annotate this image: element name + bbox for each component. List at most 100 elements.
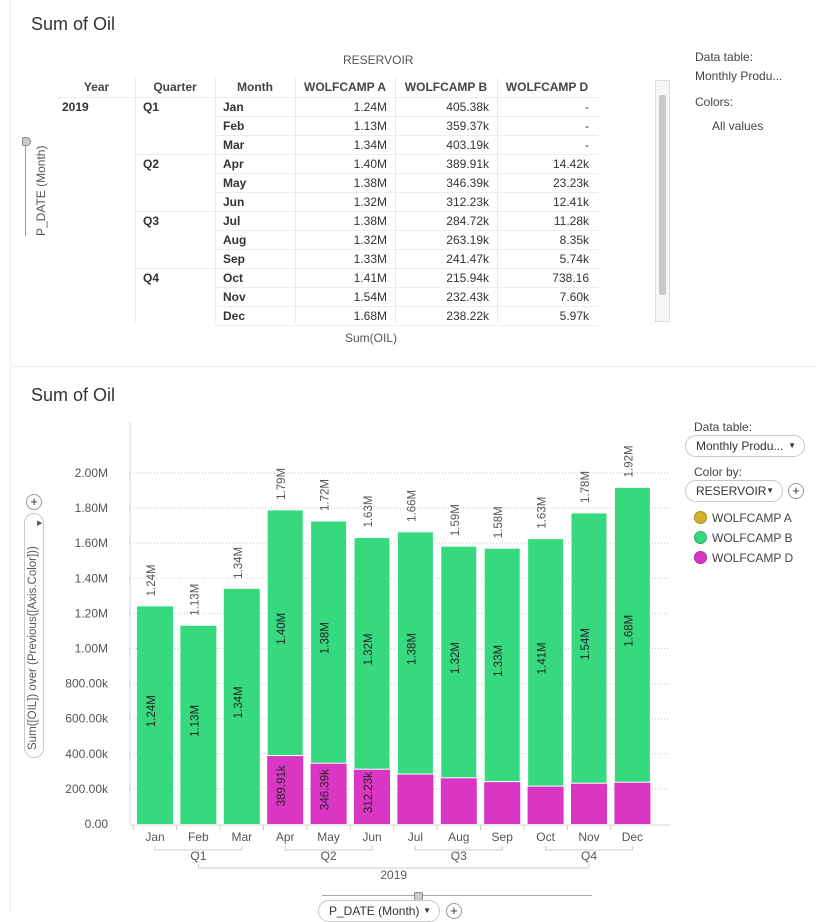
divider: [395, 78, 396, 322]
bar-total-label: 1.78M: [580, 471, 592, 503]
month-cell: Oct: [223, 271, 244, 285]
legend-item-wolfcamp-a[interactable]: WOLFCAMP A: [694, 511, 792, 525]
year-label: 2019: [380, 868, 407, 882]
bar-segment: [353, 537, 391, 770]
scrollbar-thumb[interactable]: [659, 95, 666, 295]
bar-segment-label: 389.91k: [276, 765, 288, 806]
month-cell: Mar: [223, 138, 245, 152]
bar-segment: [180, 625, 217, 824]
table-scrollbar[interactable]: [655, 80, 670, 322]
x-axis-selector[interactable]: P_DATE (Month) ▼: [318, 900, 440, 922]
column-header[interactable]: Quarter: [153, 80, 197, 94]
value-cell: 1.41M: [353, 271, 387, 285]
value-cell: 403.19k: [446, 138, 489, 152]
month-cell: Jan: [223, 100, 244, 114]
quarter-label: Q2: [321, 849, 337, 863]
row-divider: [215, 154, 598, 155]
divider: [215, 78, 216, 322]
quarter-cell: Q4: [143, 271, 160, 285]
chart-data-table-label: Data table:: [694, 420, 753, 434]
bar-segment: [397, 774, 434, 824]
color-by-value: RESERVOIR: [696, 484, 767, 498]
year-cell: 2019: [62, 100, 89, 114]
value-cell: 1.68M: [353, 309, 387, 323]
data-table-dropdown[interactable]: Monthly Produ... ▼: [685, 435, 805, 457]
data-table-value[interactable]: Monthly Produ...: [695, 69, 783, 83]
month-cell: May: [223, 176, 247, 190]
quarter-label: Q3: [451, 849, 467, 863]
add-x-axis-button[interactable]: +: [446, 903, 462, 919]
column-group-header[interactable]: RESERVOIR: [343, 53, 414, 67]
x-axis-selector-value: P_DATE (Month): [329, 904, 420, 918]
legend-label: WOLFCAMP A: [712, 511, 792, 525]
bar-total-label: 1.92M: [623, 445, 635, 477]
column-header[interactable]: WOLFCAMP B: [404, 80, 488, 94]
bar-segment: [614, 782, 651, 824]
panel-border: [10, 0, 11, 914]
value-cell: 1.34M: [353, 138, 387, 152]
data-table-label: Data table:: [695, 50, 754, 64]
colors-value[interactable]: All values: [712, 119, 764, 133]
y-tick-label: 1.40M: [75, 571, 108, 585]
bar-segment: [396, 531, 434, 775]
month-cell: Dec: [223, 309, 246, 323]
row-divider: [215, 173, 598, 174]
add-color-button[interactable]: +: [788, 483, 804, 499]
chevron-down-icon: ▼: [766, 486, 774, 495]
x-tick-label: Aug: [448, 830, 469, 844]
x-tick-label: Oct: [536, 830, 555, 844]
bar-segment: [527, 786, 564, 824]
value-cell: 5.74k: [559, 252, 589, 266]
column-header[interactable]: Month: [237, 80, 273, 94]
panel-divider: [10, 366, 816, 367]
x-tick-label: Jul: [408, 830, 423, 844]
row-axis-slider-handle[interactable]: [22, 137, 31, 146]
bar-segment-label: 1.41M: [537, 642, 549, 674]
bar-segment: [440, 545, 478, 779]
bar-segment-label: 1.68M: [623, 615, 635, 647]
quarter-bracket: [154, 846, 243, 853]
bar-total-label: 1.63M: [363, 496, 375, 528]
bar-segment: [266, 509, 304, 757]
value-cell: 1.13M: [353, 119, 387, 133]
color-by-dropdown[interactable]: RESERVOIR ▼: [685, 480, 783, 502]
bar-segment-label: 346.39k: [320, 769, 332, 810]
quarter-cell: Q1: [143, 100, 160, 114]
quarter-cell: Q2: [143, 157, 160, 171]
bar-segment-label: 1.34M: [233, 686, 245, 718]
bar-segment-label: 1.38M: [320, 622, 332, 654]
divider: [135, 268, 215, 269]
value-cell: 738.16: [552, 271, 589, 285]
bar-segment: [571, 783, 607, 824]
y-tick-label: 1.00M: [75, 642, 108, 656]
row-axis-line: [25, 140, 26, 236]
column-header[interactable]: WOLFCAMP D: [505, 80, 589, 94]
divider: [58, 97, 598, 98]
month-cell: Aug: [223, 233, 247, 247]
divider: [135, 78, 136, 322]
bar-total-label: 1.79M: [276, 468, 288, 500]
bar-segment-label: 1.40M: [276, 613, 288, 645]
table-footer: Sum(OIL): [345, 331, 398, 345]
legend-swatch: [694, 511, 707, 524]
bar-total-label: 1.63M: [537, 497, 549, 529]
x-axis-slider-track[interactable]: [322, 895, 592, 896]
row-divider: [215, 135, 598, 136]
legend-item-wolfcamp-d[interactable]: WOLFCAMP D: [694, 551, 793, 565]
y-tick-label: 1.80M: [75, 501, 108, 515]
column-header[interactable]: WOLFCAMP A: [304, 80, 386, 94]
y-axis-selector[interactable]: ▶ Sum([OIL]) over (Previous([Axis.Color]…: [24, 513, 44, 758]
bar-segment: [440, 777, 477, 824]
x-tick-label: Apr: [276, 830, 295, 844]
bar-segment-label: 1.24M: [146, 695, 158, 727]
divider: [135, 211, 215, 212]
bar-segment-label: 1.54M: [580, 628, 592, 660]
value-cell: 241.47k: [446, 252, 489, 266]
legend-item-wolfcamp-b[interactable]: WOLFCAMP B: [694, 531, 792, 545]
value-cell: 1.38M: [353, 176, 387, 190]
divider: [135, 154, 215, 155]
add-y-axis-button[interactable]: +: [26, 494, 42, 510]
row-divider: [215, 116, 598, 117]
column-header[interactable]: Year: [83, 80, 110, 94]
